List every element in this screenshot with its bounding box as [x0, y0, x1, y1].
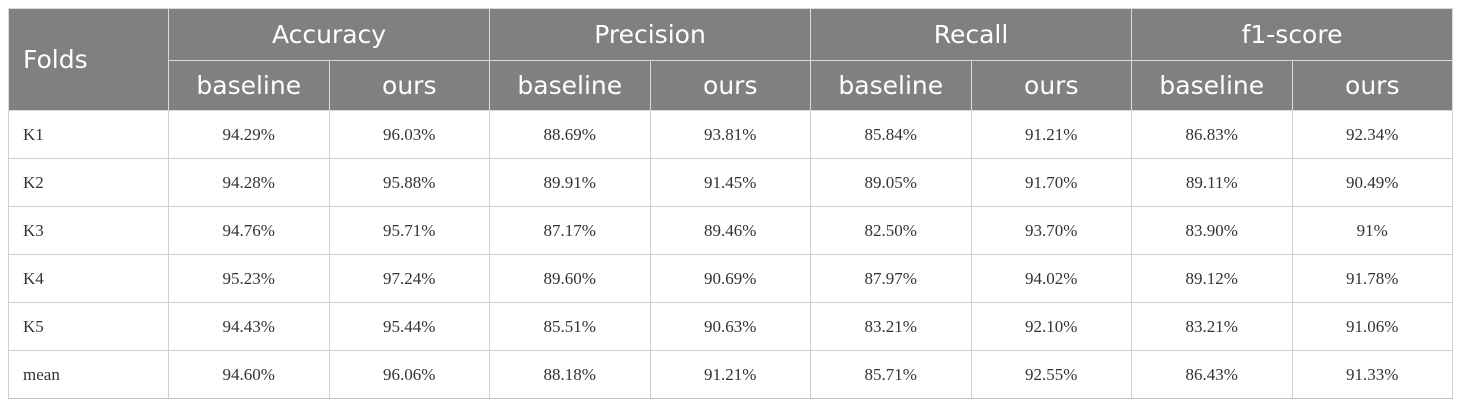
- table-row: mean 94.60% 96.06% 88.18% 91.21% 85.71% 92.55%…: [8, 350, 1454, 399]
- table-cell: 93.81%: [649, 110, 812, 159]
- fold-label: K5: [8, 302, 169, 351]
- table-body: K1 94.29% 96.03% 88.69% 93.81% 85.84% 91.21% 86…: [8, 110, 1454, 399]
- table-cell: 86.43%: [1131, 350, 1293, 399]
- table-cell: 89.11%: [1131, 158, 1293, 207]
- table-cell: 94.28%: [168, 158, 330, 207]
- table-cell: 89.60%: [489, 254, 651, 303]
- table-cell: 91.45%: [649, 158, 812, 207]
- table-cell: 91.21%: [970, 110, 1133, 159]
- header-recall: Recall: [810, 8, 1133, 61]
- table-cell: 91.21%: [649, 350, 812, 399]
- table-cell: 85.51%: [489, 302, 651, 351]
- header-row-methods: baseline ours baseline ours baseline our…: [9, 60, 1454, 111]
- header-row-metrics: Folds Accuracy Precision Recall f1-score: [8, 8, 1454, 111]
- table-row: K3 94.76% 95.71% 87.17% 89.46% 82.50% 93.70% 83…: [8, 206, 1454, 255]
- table-cell: 92.55%: [970, 350, 1133, 399]
- table-header: Folds Accuracy Precision Recall f1-score…: [8, 8, 1454, 111]
- table-cell: 85.84%: [810, 110, 972, 159]
- fold-label: mean: [8, 350, 169, 399]
- header-precision: Precision: [489, 8, 812, 61]
- table-cell: 91.70%: [970, 158, 1133, 207]
- table-cell: 94.43%: [168, 302, 330, 351]
- table-cell: 95.88%: [328, 158, 491, 207]
- fold-label: K4: [8, 254, 169, 303]
- table-cell: 90.49%: [1291, 158, 1454, 207]
- subheader-precision-ours: ours: [649, 60, 812, 111]
- table-row: K2 94.28% 95.88% 89.91% 91.45% 89.05% 91.70% 89…: [8, 158, 1454, 207]
- table-cell: 83.21%: [1131, 302, 1293, 351]
- header-f1-score: f1-score: [1131, 8, 1454, 61]
- table-cell: 82.50%: [810, 206, 972, 255]
- subheader-accuracy-baseline: baseline: [168, 60, 330, 111]
- table-cell: 92.34%: [1291, 110, 1454, 159]
- subheader-f1-baseline: baseline: [1131, 60, 1293, 111]
- subheader-recall-ours: ours: [970, 60, 1133, 111]
- table-row: K1 94.29% 96.03% 88.69% 93.81% 85.84% 91.21% 86…: [8, 110, 1454, 159]
- subheader-f1-ours: ours: [1291, 60, 1454, 111]
- table-row: K4 95.23% 97.24% 89.60% 90.69% 87.97% 94.02% 89…: [8, 254, 1454, 303]
- table-cell: 90.63%: [649, 302, 812, 351]
- table-cell: 94.76%: [168, 206, 330, 255]
- table-cell: 95.23%: [168, 254, 330, 303]
- table-cell: 91.78%: [1291, 254, 1454, 303]
- table-cell: 90.69%: [649, 254, 812, 303]
- subheader-precision-baseline: baseline: [489, 60, 651, 111]
- table-cell: 86.83%: [1131, 110, 1293, 159]
- table-cell: 89.91%: [489, 158, 651, 207]
- table-cell: 95.44%: [328, 302, 491, 351]
- table-cell: 94.02%: [970, 254, 1133, 303]
- table-cell: 92.10%: [970, 302, 1133, 351]
- table-cell: 95.71%: [328, 206, 491, 255]
- header-accuracy: Accuracy: [167, 8, 491, 61]
- table-cell: 87.17%: [489, 206, 651, 255]
- table-cell: 96.06%: [328, 350, 491, 399]
- table-cell: 83.90%: [1131, 206, 1293, 255]
- table-cell: 93.70%: [970, 206, 1133, 255]
- table-cell: 91.06%: [1291, 302, 1454, 351]
- table-cell: 89.46%: [649, 206, 812, 255]
- table-cell: 89.05%: [810, 158, 972, 207]
- results-table-container: Folds Accuracy Precision Recall f1-score…: [8, 8, 1454, 399]
- table-cell: 85.71%: [810, 350, 972, 399]
- table-row: K5 94.43% 95.44% 85.51% 90.63% 83.21% 92.10% 83…: [8, 302, 1454, 351]
- table-cell: 91%: [1291, 206, 1454, 255]
- table-cell: 96.03%: [328, 110, 491, 159]
- subheader-accuracy-ours: ours: [328, 60, 491, 111]
- table-cell: 91.33%: [1291, 350, 1454, 399]
- table-cell: 94.29%: [168, 110, 330, 159]
- table-cell: 97.24%: [328, 254, 491, 303]
- fold-label: K2: [8, 158, 169, 207]
- subheader-recall-baseline: baseline: [810, 60, 972, 111]
- table-cell: 89.12%: [1131, 254, 1293, 303]
- header-folds: Folds: [8, 8, 169, 111]
- fold-label: K3: [8, 206, 169, 255]
- table-cell: 87.97%: [810, 254, 972, 303]
- results-table: Folds Accuracy Precision Recall f1-score…: [8, 8, 1454, 399]
- fold-label: K1: [8, 110, 169, 159]
- table-cell: 88.18%: [489, 350, 651, 399]
- table-cell: 88.69%: [489, 110, 651, 159]
- table-cell: 94.60%: [168, 350, 330, 399]
- table-cell: 83.21%: [810, 302, 972, 351]
